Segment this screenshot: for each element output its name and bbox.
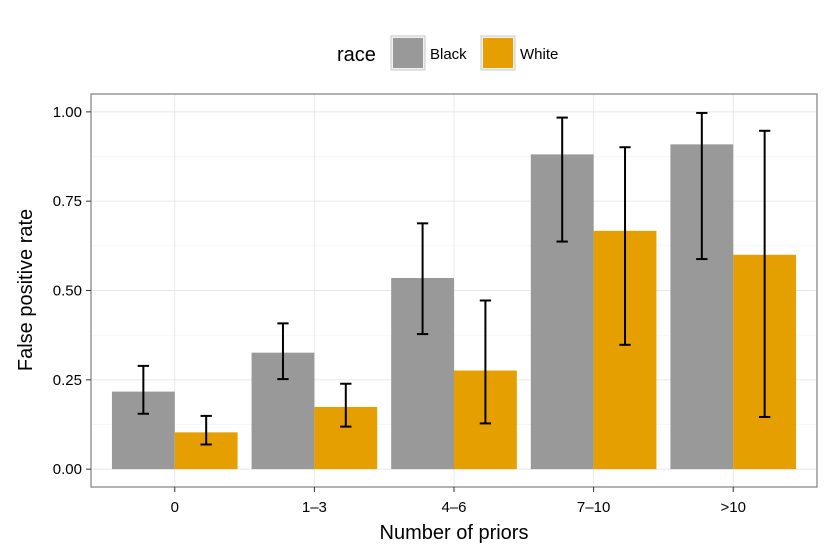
legend-label-white: White bbox=[520, 46, 558, 63]
x-axis-title: Number of priors bbox=[380, 522, 529, 544]
y-tick-label: 0.00 bbox=[53, 461, 82, 478]
y-axis-title: False positive rate bbox=[15, 209, 37, 371]
legend-swatch-black bbox=[393, 38, 423, 68]
x-tick-label: 0 bbox=[171, 499, 179, 516]
error-bar-black-1-3 bbox=[277, 322, 289, 381]
y-tick-label: 0.50 bbox=[53, 283, 82, 300]
x-tick-label: 1–3 bbox=[302, 499, 327, 516]
error-bar-white-0 bbox=[200, 414, 212, 446]
plot-area: 0.00 0.25 0.50 0.75 1.00 0 1–3 4–6 7–10 >10 bbox=[53, 93, 818, 516]
legend-title: race bbox=[337, 44, 376, 66]
legend-swatch-white bbox=[483, 38, 513, 68]
legend: race Black White bbox=[337, 35, 558, 71]
error-bar-black-0 bbox=[137, 364, 150, 415]
error-bar-black-7-10 bbox=[556, 116, 568, 243]
legend-label-black: Black bbox=[430, 46, 467, 63]
error-bar-white-7-10 bbox=[619, 146, 631, 346]
y-tick-label: 1.00 bbox=[53, 104, 82, 121]
y-tick-label: 0.75 bbox=[53, 193, 82, 210]
x-tick-label: 7–10 bbox=[577, 499, 610, 516]
x-tick-label: 4–6 bbox=[441, 499, 466, 516]
error-bar-black-10 bbox=[696, 111, 708, 261]
error-bar-white-10 bbox=[758, 129, 771, 418]
error-bar-white-1-3 bbox=[340, 382, 352, 428]
error-bars bbox=[137, 111, 771, 446]
error-bar-black-4-6 bbox=[416, 222, 429, 336]
x-axis: 0 1–3 4–6 7–10 >10 bbox=[171, 487, 746, 516]
y-tick-label: 0.25 bbox=[53, 372, 82, 389]
x-tick-label: >10 bbox=[721, 499, 746, 516]
error-bar-white-4-6 bbox=[479, 299, 492, 425]
y-axis: 0.00 0.25 0.50 0.75 1.00 bbox=[53, 104, 91, 478]
